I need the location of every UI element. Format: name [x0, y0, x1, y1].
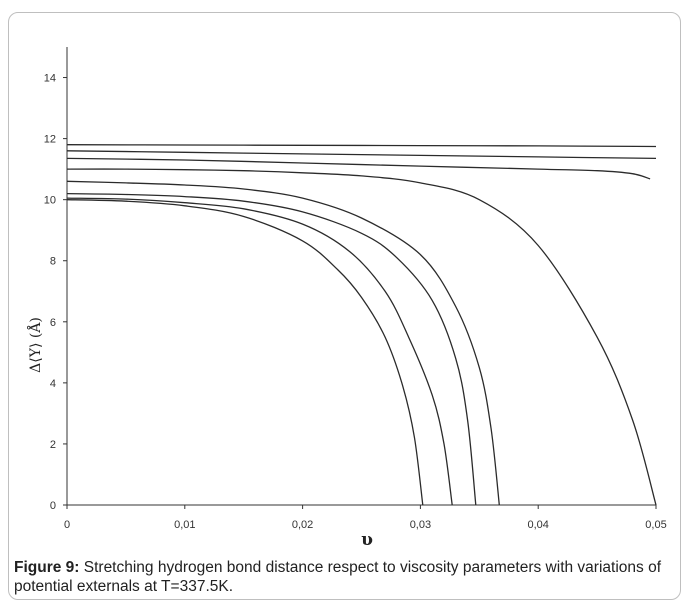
- caption-text: Stretching hydrogen bond distance respec…: [14, 559, 661, 595]
- y-tick-label: 2: [50, 439, 56, 451]
- y-tick-label: 8: [50, 256, 56, 268]
- series-line-8: [66, 199, 424, 506]
- figure-frame: [8, 12, 681, 600]
- x-tick-label: 0: [64, 519, 70, 531]
- x-tick-label: 0,04: [527, 519, 548, 531]
- y-tick-label: 14: [44, 73, 56, 85]
- series-line-4: [66, 168, 657, 506]
- series-line-2: [66, 150, 657, 160]
- series-line-3: [66, 157, 651, 180]
- axes: [63, 47, 657, 509]
- x-tick-label: 0,02: [292, 519, 313, 531]
- caption-label: Figure 9:: [14, 559, 80, 576]
- y-tick-label: 6: [50, 317, 56, 329]
- series-line-1: [66, 144, 657, 148]
- figure-caption: Figure 9: Stretching hydrogen bond dista…: [14, 558, 674, 596]
- line-chart: 0 2 4 6 8 10 12 14 0 0,01 0,02 0,03 0,04 0,05 Δ⟨Y⟩ (Å…: [26, 47, 667, 550]
- y-tick-label: 10: [44, 195, 56, 207]
- series-line-7: [66, 197, 453, 506]
- y-axis-title: Δ⟨Y⟩ (Å): [26, 317, 44, 373]
- y-tick-label: 12: [44, 134, 56, 146]
- tick-labels: 0 2 4 6 8 10 12 14 0 0,01 0,02 0,03 0,04 0,05: [44, 73, 667, 531]
- x-tick-label: 0,05: [645, 519, 666, 531]
- x-tick-label: 0,03: [410, 519, 431, 531]
- x-tick-label: 0,01: [174, 519, 195, 531]
- series-line-5: [66, 180, 500, 506]
- x-axis-title: υ: [361, 530, 373, 550]
- series-line-6: [66, 192, 477, 506]
- y-tick-label: 4: [50, 378, 56, 390]
- y-tick-label: 0: [50, 500, 56, 512]
- series-lines: [66, 144, 657, 506]
